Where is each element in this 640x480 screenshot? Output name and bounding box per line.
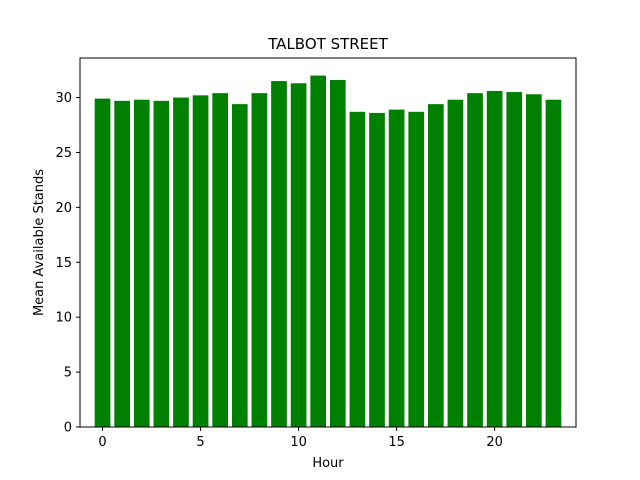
y-tick-label: 20 (55, 201, 72, 216)
y-tick-label: 15 (55, 256, 72, 271)
bar-hour-23 (545, 99, 562, 427)
bar-hour-4 (173, 97, 189, 428)
bar-hour-15 (388, 109, 405, 427)
bar-hour-12 (329, 79, 346, 427)
bar-hour-17 (427, 104, 444, 427)
bar-hour-16 (408, 111, 425, 427)
bar-hour-11 (310, 75, 327, 428)
bar-hour-19 (467, 93, 483, 428)
bar-hour-2 (133, 99, 150, 427)
bar-hour-13 (349, 111, 366, 427)
bar-hour-14 (369, 112, 385, 428)
x-tick-label: 0 (98, 435, 106, 450)
y-axis-label: Mean Available Stands (32, 169, 47, 316)
x-tick-label: 10 (290, 435, 307, 450)
bar-hour-18 (447, 99, 464, 427)
y-tick-label: 10 (55, 311, 72, 326)
bar-hour-9 (271, 81, 287, 427)
chart-title: TALBOT STREET (267, 35, 388, 53)
bar-hour-3 (153, 100, 170, 428)
y-tick-label: 25 (55, 146, 72, 161)
y-tick-label: 30 (55, 91, 72, 106)
bar-hour-7 (231, 104, 248, 427)
x-axis-label: Hour (312, 456, 344, 471)
bars-group (94, 75, 562, 428)
bar-hour-10 (290, 83, 307, 428)
y-tick-label: 0 (64, 421, 72, 436)
x-tick-label: 5 (196, 435, 204, 450)
bar-hour-22 (526, 94, 542, 427)
x-tick-label: 15 (388, 435, 405, 450)
bar-hour-21 (506, 92, 523, 427)
y-tick-label: 5 (64, 366, 72, 381)
bar-hour-5 (192, 95, 209, 427)
x-tick-label: 20 (486, 435, 503, 450)
bar-hour-8 (251, 93, 268, 428)
bar-hour-1 (114, 100, 130, 428)
x-axis: 0 5 10 15 20 (98, 427, 503, 450)
y-axis: 0 5 10 15 20 25 30 (55, 91, 80, 436)
bar-hour-20 (486, 90, 503, 428)
plot-frame (79, 57, 577, 428)
bar-hour-6 (212, 93, 229, 428)
bar-hour-0 (94, 98, 111, 428)
